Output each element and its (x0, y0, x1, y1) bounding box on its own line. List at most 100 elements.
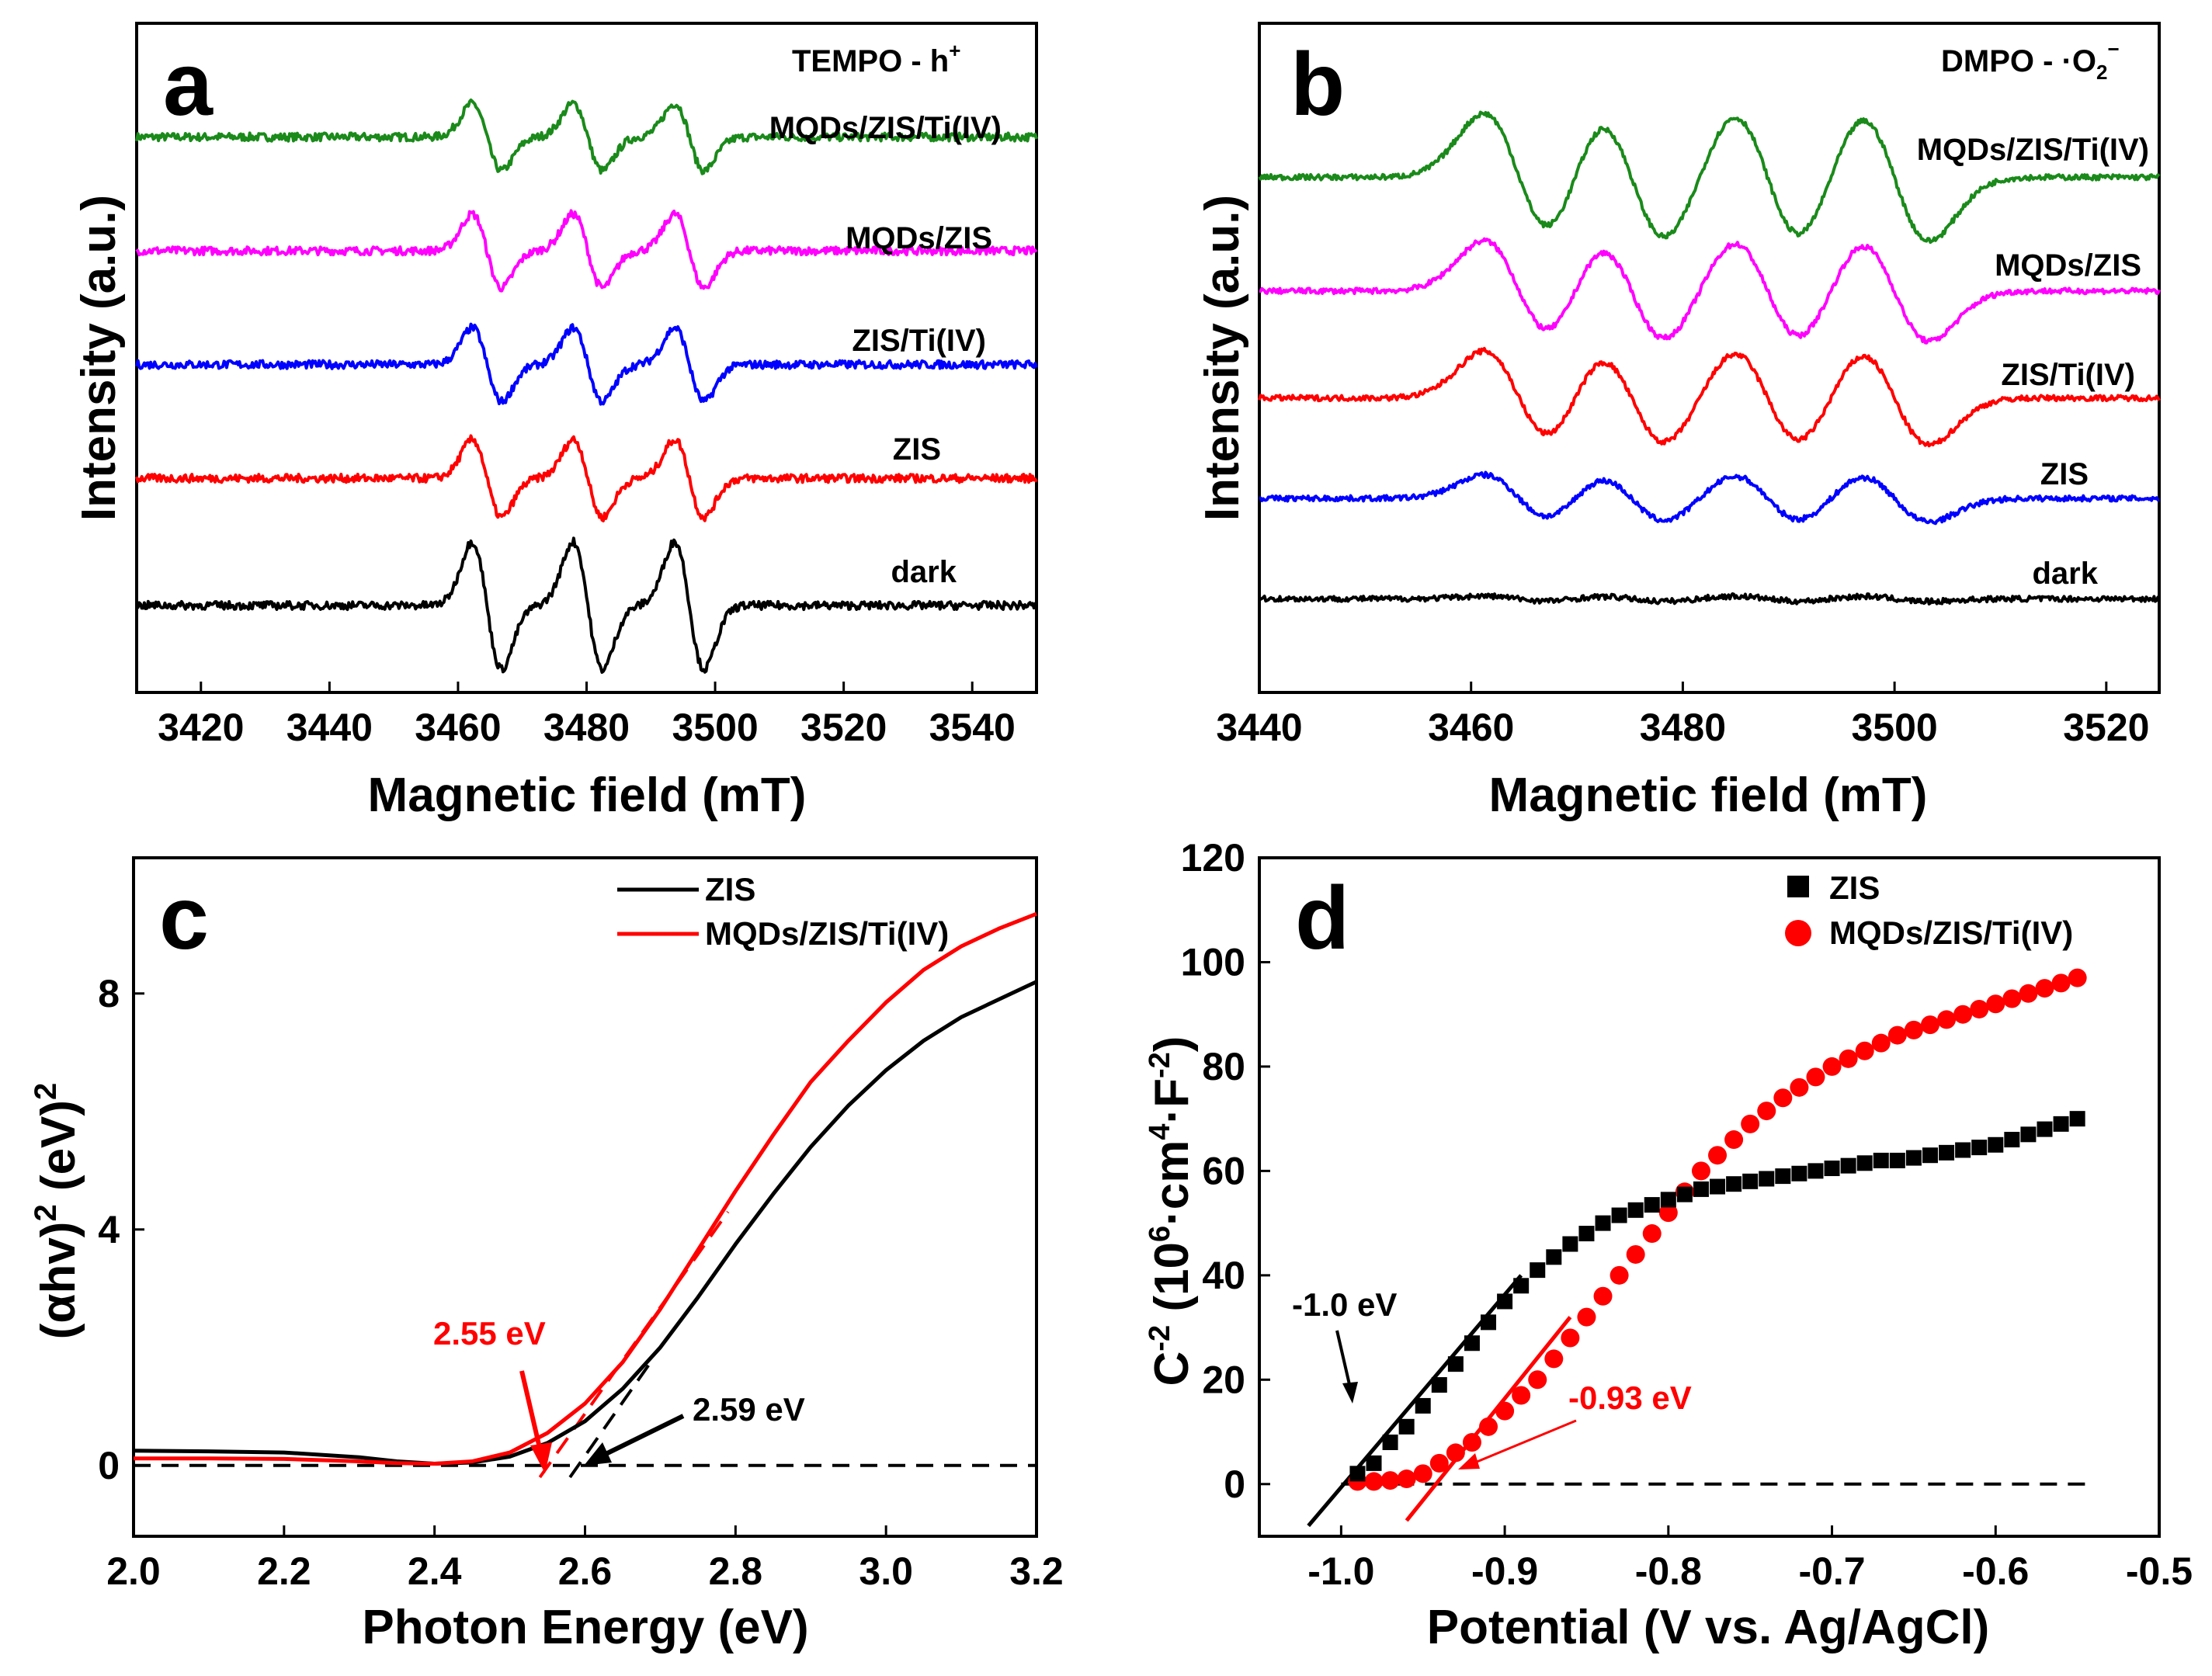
panel-d-point-mqds (1855, 1041, 1874, 1060)
panel-a-xtick-label: 3460 (415, 706, 501, 749)
panel-d-point-mqds (1610, 1265, 1629, 1285)
panel-a-xtick-label: 3520 (800, 706, 887, 749)
panel-c-xtick-label: 3.0 (859, 1549, 913, 1593)
panel-b-xtick-label: 3500 (1852, 706, 1938, 749)
panel-d-legend-label-mqds: MQDs/ZIS/Ti(IV) (1829, 914, 2073, 951)
panel-d-point-mqds (1380, 1471, 1400, 1490)
panel-d-ytick-label: 120 (1181, 836, 1245, 880)
panel-b-xtick-label: 3460 (1428, 706, 1514, 749)
panel-a-ylabel: Intensity (a.u.) (72, 195, 126, 521)
panel-c-ytick-label: 4 (98, 1208, 120, 1251)
panel-d-point-mqds (1462, 1432, 1481, 1452)
panel-d-point-zis (1398, 1418, 1415, 1435)
panel-b: 3440 3460 3480 3500 3520 b DMPO - ·O2− MQDs/… (1196, 22, 2161, 822)
panel-d-point-mqds (1871, 1033, 1891, 1053)
panel-d-point-mqds (2051, 973, 2071, 993)
panel-b-series-4 (1259, 470, 2160, 526)
panel-d-point-zis (1513, 1278, 1530, 1294)
panel-d-point-zis (1530, 1262, 1546, 1279)
panel-d-point-mqds (1773, 1088, 1793, 1108)
panel-a-xtick-label: 3440 (286, 706, 373, 749)
panel-c-arrow-255 (519, 1370, 544, 1459)
panel-a-xtick-label: 3540 (929, 706, 1016, 749)
panel-d-frame (1258, 856, 2161, 1538)
panel-d-point-zis (1447, 1356, 1464, 1372)
panel-c-xlabel: Photon Energy (eV) (362, 1601, 808, 1654)
panel-d-letter: d (1295, 869, 1349, 968)
panel-d-point-zis (1889, 1152, 1905, 1168)
panel-c-xtick-label: 2.4 (408, 1549, 462, 1593)
panel-d-point-mqds (1593, 1286, 1613, 1306)
panel-b-xtick-label: 3480 (1640, 706, 1726, 749)
panel-c: 2.0 2.2 2.4 2.6 2.8 3.0 3.2 0 4 8 c ZIS MQDs/ZIS… (29, 856, 1064, 1654)
panel-d-point-mqds (1953, 1005, 1973, 1024)
panel-d-xtick-label: -0.6 (1962, 1549, 2029, 1593)
panel-c-legend-label-mqds: MQDs/ZIS/Ti(IV) (705, 915, 949, 952)
panel-a-series-label-1: MQDs/ZIS/Ti(IV) (769, 111, 1002, 145)
panel-d-point-zis (1824, 1161, 1840, 1177)
panel-c-arrowhead-259 (584, 1442, 612, 1466)
panel-d-point-mqds (1495, 1401, 1515, 1421)
panel-d-point-zis (1807, 1163, 1824, 1179)
panel-c-frame (132, 856, 1038, 1538)
panel-d-point-zis (1939, 1144, 1955, 1161)
panel-d-ytick-label: 0 (1224, 1463, 1245, 1506)
panel-d-point-zis (1955, 1142, 1971, 1158)
panel-d-point-mqds (1937, 1010, 1957, 1029)
panel-b-series-label-3: ZIS/Ti(IV) (2001, 358, 2135, 392)
panel-d-ytick-label: 100 (1181, 940, 1245, 984)
panel-d-point-mqds (1839, 1049, 1858, 1068)
panel-d-point-zis (1775, 1168, 1791, 1185)
panel-d-point-zis (1676, 1186, 1693, 1202)
panel-b-series-label-4: ZIS (2040, 457, 2089, 491)
panel-d-point-mqds (1986, 994, 2005, 1014)
panel-d-point-zis (1349, 1466, 1366, 1482)
panel-d-point-mqds (1479, 1417, 1498, 1436)
panel-d-point-zis (1791, 1165, 1807, 1182)
panel-d-point-mqds (1920, 1015, 1939, 1035)
panel-c-arrowhead-255 (530, 1442, 552, 1473)
panel-b-series-2 (1259, 237, 2161, 345)
panel-d-xtick-label: -0.7 (1798, 1549, 1865, 1593)
panel-c-ylabel: (αhv)2 (eV)2 (29, 1083, 85, 1340)
panel-b-series-label-5: dark (2033, 557, 2099, 591)
panel-d-point-mqds (1970, 999, 1989, 1018)
panel-d-point-mqds (2019, 984, 2038, 1003)
panel-d-xlabel: Potential (V vs. Ag/AgCl) (1427, 1601, 1990, 1654)
panel-d-point-mqds (1741, 1114, 1760, 1133)
panel-b-frame (1258, 22, 2161, 694)
panel-d-point-zis (2037, 1121, 2053, 1137)
panel-d-point-mqds (1446, 1443, 1465, 1463)
panel-c-series-2 (134, 911, 1037, 1466)
panel-d-point-mqds (1528, 1370, 1547, 1390)
panel-d-point-zis (1464, 1335, 1480, 1352)
panel-d-point-mqds (1413, 1464, 1432, 1483)
panel-d-point-zis (1759, 1171, 1775, 1187)
panel-d-point-zis (1611, 1207, 1627, 1223)
panel-c-ytick-label: 8 (98, 972, 120, 1015)
panel-b-xtick-label: 3440 (1216, 706, 1302, 749)
panel-a-series-5 (135, 536, 1038, 674)
panel-d-point-zis (1726, 1176, 1742, 1192)
panel-d-point-zis (1415, 1397, 1431, 1414)
panel-d-point-zis (1988, 1136, 2004, 1153)
panel-c-tangent-1 (568, 1358, 655, 1479)
panel-d-point-zis (1595, 1215, 1611, 1231)
panel-d-xtick-label: -1.0 (1307, 1549, 1374, 1593)
panel-d-point-zis (1546, 1249, 1562, 1265)
panel-d-point-mqds (1397, 1470, 1416, 1489)
panel-d-point-mqds (1429, 1453, 1449, 1473)
panel-d-point-mqds (1691, 1161, 1710, 1181)
panel-a-series-label-3: ZIS/Ti(IV) (852, 324, 986, 358)
panel-d-point-mqds (1806, 1067, 1825, 1087)
panel-c-xtick-label: 2.6 (558, 1549, 613, 1593)
panel-d-point-zis (1905, 1150, 1922, 1166)
panel-d-point-zis (2004, 1132, 2020, 1148)
panel-d-annotation-093: -0.93 eV (1568, 1379, 1692, 1416)
panel-d-point-mqds (1642, 1224, 1662, 1244)
panel-d-point-mqds (1757, 1102, 1776, 1121)
panel-d-xtick-label: -0.5 (2126, 1549, 2193, 1593)
panel-d-point-mqds (1512, 1386, 1531, 1405)
panel-b-series-label-2: MQDs/ZIS (1995, 248, 2141, 283)
panel-d-point-mqds (2035, 979, 2054, 998)
